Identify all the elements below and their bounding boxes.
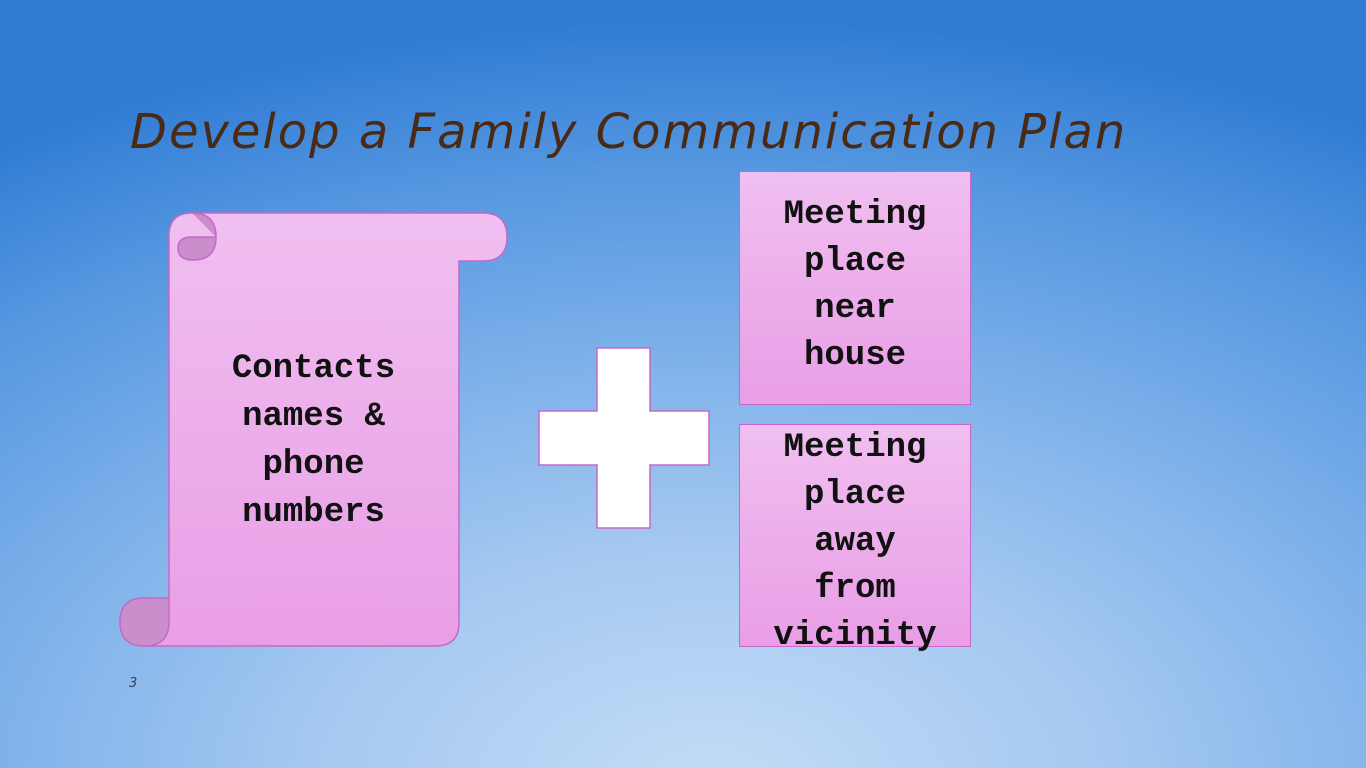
box-line: house bbox=[803, 337, 907, 375]
scroll-line: phone bbox=[262, 446, 365, 484]
box-line: from bbox=[814, 570, 896, 608]
scroll-shape bbox=[119, 212, 508, 647]
meeting-place-away-box: Meeting place away from vicinity bbox=[739, 424, 971, 655]
scroll-text: Contacts names & phone numbers bbox=[170, 345, 457, 535]
scroll-line: Contacts bbox=[231, 350, 396, 388]
plus-icon bbox=[538, 347, 710, 529]
scroll-line: numbers bbox=[242, 494, 385, 532]
box-line: near bbox=[814, 290, 896, 328]
scroll-line: names & bbox=[242, 398, 385, 436]
box-line: vicinity bbox=[773, 617, 937, 655]
slide-number: 3 bbox=[129, 676, 138, 691]
meeting-place-near-box: Meeting place near house bbox=[739, 171, 971, 405]
slide-title: Develop a Family Communication Plan bbox=[130, 104, 1128, 160]
box-line: Meeting bbox=[783, 429, 927, 467]
box-line: Meeting bbox=[783, 196, 927, 234]
box-line: away bbox=[814, 523, 896, 561]
box-line: place bbox=[803, 476, 907, 514]
box-line: place bbox=[803, 243, 907, 281]
